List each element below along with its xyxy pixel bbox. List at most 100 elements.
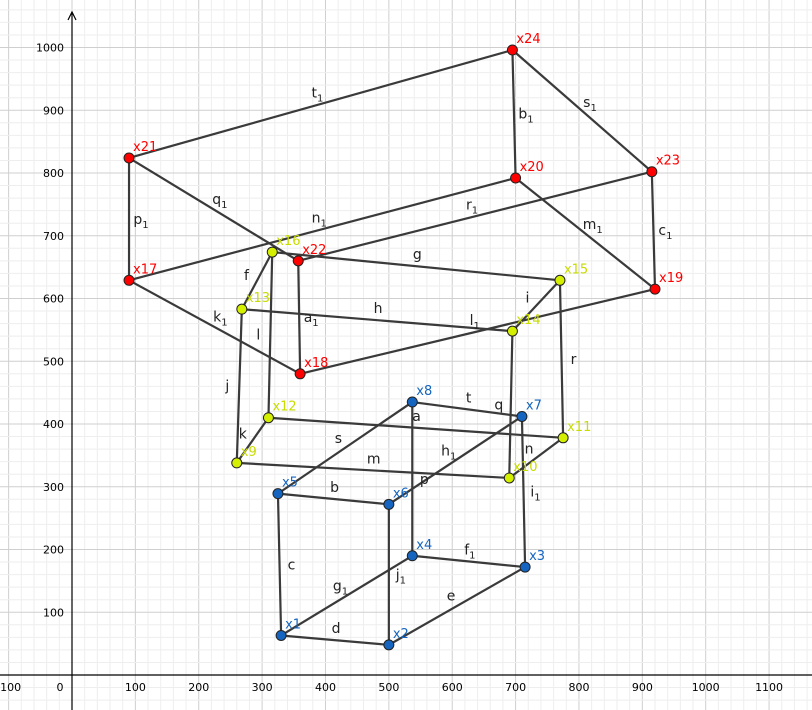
segment-r (558, 280, 565, 438)
point-x15[interactable] (554, 274, 566, 286)
segment-h1 (388, 415, 523, 506)
segment-d (281, 634, 389, 646)
segment-label: g1 (333, 578, 348, 597)
segment-label: a1 (304, 310, 319, 329)
segment-label: r1 (466, 198, 478, 217)
point-x19[interactable] (649, 283, 661, 295)
segment-n1 (128, 176, 516, 282)
point-x23[interactable] (646, 166, 658, 178)
segment-label: i1 (530, 485, 540, 504)
segment-b (277, 492, 389, 506)
segment-label: k (239, 426, 248, 442)
segment-m (236, 461, 510, 480)
point-label-x3: x3 (529, 549, 545, 564)
segment-t (412, 400, 523, 418)
segment-f (240, 251, 274, 310)
point-x1[interactable] (275, 629, 287, 641)
segment-label: s (335, 431, 342, 447)
x-tick-label: 100 (125, 681, 146, 694)
point-x13[interactable] (236, 303, 248, 315)
segment-label: k1 (213, 310, 227, 329)
x-tick-label: 500 (378, 681, 399, 694)
segment-g1 (280, 554, 413, 637)
segment-label: e (447, 589, 456, 605)
point-x11[interactable] (557, 432, 569, 444)
point-label-x7: x7 (526, 398, 542, 413)
point-label-x4: x4 (416, 538, 432, 553)
point-x17[interactable] (123, 274, 135, 286)
segment-label: f1 (464, 542, 475, 561)
point-label-x20: x20 (520, 160, 544, 175)
point-x6[interactable] (383, 498, 395, 510)
y-tick-label: 700 (43, 230, 64, 243)
point-label-x21: x21 (133, 140, 157, 155)
y-tick-label: 100 (43, 606, 64, 619)
point-label-x15: x15 (564, 262, 588, 277)
point-x21[interactable] (123, 152, 135, 164)
segment-q1 (128, 157, 299, 262)
x-tick-label: 900 (632, 681, 653, 694)
point-x9[interactable] (231, 457, 243, 469)
segment-label: f (244, 268, 250, 284)
point-x24[interactable] (506, 44, 518, 56)
segment-c1 (650, 171, 657, 290)
point-x5[interactable] (272, 488, 284, 500)
point-x18[interactable] (294, 368, 306, 380)
segment-c (276, 493, 283, 636)
segment-j (235, 309, 243, 463)
segment-label: h (374, 301, 383, 317)
y-tick-label: 400 (43, 418, 64, 431)
point-labels: x1x2x3x4x5x6x7x8x9x10x11x12x13x14x15x16x… (133, 32, 683, 642)
point-x22[interactable] (292, 255, 304, 267)
y-tick-label: 800 (43, 167, 64, 180)
point-x14[interactable] (506, 325, 518, 337)
point-x12[interactable] (262, 412, 274, 424)
point-label-x18: x18 (304, 356, 328, 371)
segment-label: j (224, 379, 229, 395)
segment-labels: d e f1 g1 c j1 i1 p b h1 t s m n a k j q r l h i g f k1 l1 m1 n1 p1 a… (133, 85, 672, 637)
point-label-x23: x23 (656, 154, 680, 169)
point-label-x5: x5 (282, 476, 298, 491)
segment-l (267, 252, 274, 418)
point-label-x16: x16 (276, 234, 300, 249)
segment-i1 (520, 416, 527, 568)
point-x20[interactable] (510, 172, 522, 184)
x-tick-label: 400 (315, 681, 336, 694)
y-tick-label: 600 (43, 293, 64, 306)
y-tick-label: 200 (43, 544, 64, 557)
segment-r1 (297, 170, 653, 262)
segment-label: l (256, 328, 260, 344)
x-tick-label: -100 (0, 681, 21, 694)
segment-label: d (332, 621, 341, 637)
point-label-x14: x14 (516, 313, 540, 328)
segment-t1 (128, 48, 513, 159)
segment-label: b1 (518, 107, 533, 126)
segment-label: t1 (312, 85, 324, 104)
point-x8[interactable] (406, 396, 418, 408)
point-x10[interactable] (503, 472, 515, 484)
x-tick-label: 700 (505, 681, 526, 694)
point-label-x12: x12 (272, 400, 296, 415)
point-x16[interactable] (266, 246, 278, 258)
point-label-x13: x13 (246, 291, 270, 306)
axis-tick-labels: -100 0 100 200 300 400 500 600 700 800 900 1000 1100… (0, 42, 783, 695)
y-tick-label: 1000 (36, 42, 64, 55)
segment-n (508, 436, 564, 479)
segment-i (511, 279, 561, 332)
point-x4[interactable] (406, 550, 418, 562)
segment-label: n1 (312, 211, 327, 230)
segment-label: p (420, 472, 429, 488)
point-x3[interactable] (519, 561, 531, 573)
segment-g (272, 250, 561, 282)
point-x7[interactable] (516, 410, 528, 422)
point-label-x1: x1 (285, 617, 301, 632)
point-label-x9: x9 (241, 445, 257, 460)
point-label-x19: x19 (659, 271, 683, 286)
point-x2[interactable] (383, 639, 395, 651)
segment-l1 (299, 288, 656, 375)
segment-k1 (128, 279, 301, 375)
point-label-x2: x2 (393, 627, 409, 642)
x-tick-label: 800 (568, 681, 589, 694)
segment-label: r (571, 352, 577, 368)
